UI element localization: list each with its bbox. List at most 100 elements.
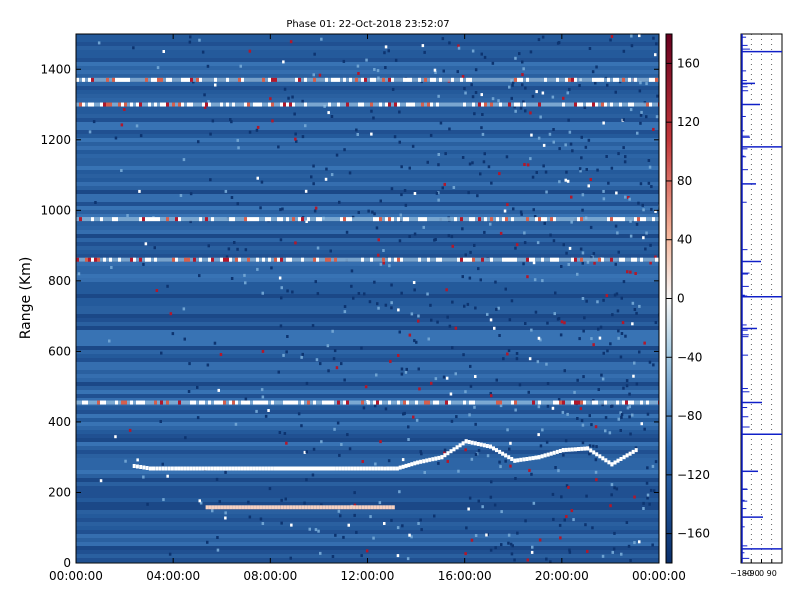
heatmap-cell (535, 90, 538, 94)
heatmap-row (76, 110, 659, 114)
heatmap-cell (439, 121, 443, 125)
band-cell (256, 217, 259, 222)
trace-point (401, 464, 405, 469)
heatmap-cell (179, 194, 183, 197)
heatmap-cell (566, 179, 570, 183)
band-cell (166, 77, 169, 82)
trace-point (225, 466, 229, 471)
heatmap-cell (400, 367, 404, 371)
heatmap-cell (558, 147, 561, 151)
band-cell (433, 400, 436, 405)
band-cell (154, 77, 157, 82)
heatmap-cell (437, 461, 440, 465)
trace-point (298, 505, 302, 510)
band-cell (505, 257, 508, 262)
band-cell (139, 257, 142, 262)
heatmap-cell (524, 519, 527, 523)
heatmap-cell (357, 72, 360, 75)
trace-point (504, 453, 508, 458)
band-cell (313, 257, 316, 262)
trace-point (410, 462, 414, 467)
band-cell (262, 77, 265, 82)
heatmap-cell (397, 308, 400, 312)
bright-band (76, 217, 659, 222)
heatmap-cell (639, 81, 642, 85)
bright-band (76, 102, 659, 107)
band-cell (190, 102, 193, 107)
heatmap-cell (523, 163, 526, 166)
heatmap-row (76, 106, 659, 110)
band-cell (256, 400, 259, 405)
trace-point (244, 505, 248, 510)
heatmap-cell (280, 498, 283, 502)
band-cell (289, 400, 292, 405)
heatmap-cell (422, 225, 425, 229)
trace-point (229, 505, 233, 510)
band-cell (580, 257, 583, 262)
heatmap-cell (260, 180, 264, 184)
heatmap-cell (645, 115, 648, 119)
band-cell (187, 77, 190, 82)
heatmap-cell (466, 302, 470, 306)
trace-point (552, 450, 556, 455)
band-cell (553, 217, 556, 222)
band-cell (301, 217, 304, 222)
heatmap-cell (558, 180, 561, 184)
heatmap-cell (563, 518, 566, 522)
heatmap-cell (546, 321, 549, 325)
heatmap-cell (451, 346, 454, 350)
heatmap-cell (120, 123, 124, 127)
band-cell (373, 400, 376, 405)
band-cell (388, 217, 391, 222)
heatmap-cell (546, 404, 550, 408)
band-cell (220, 257, 223, 262)
band-cell (271, 102, 274, 107)
trace-point (349, 505, 353, 510)
trace-point (452, 447, 456, 452)
band-cell (577, 400, 580, 405)
heatmap-cell (230, 277, 234, 280)
heatmap-cell (144, 242, 148, 246)
trace-point (289, 505, 293, 510)
heatmap-row (76, 74, 659, 78)
heatmap-cell (464, 91, 467, 95)
band-cell (640, 400, 643, 405)
heatmap-cell (343, 305, 347, 308)
heatmap-cell (376, 302, 379, 306)
heatmap-cell (635, 311, 638, 315)
trace-point (223, 505, 227, 510)
heatmap-cell (654, 460, 658, 464)
heatmap-row (76, 202, 659, 206)
trace-point (413, 461, 417, 466)
heatmap-cell (487, 165, 491, 169)
heatmap-row (76, 342, 659, 346)
trace-point (291, 466, 294, 471)
trace-point (355, 505, 359, 510)
band-cell (469, 257, 472, 262)
heatmap-cell (474, 534, 478, 537)
heatmap-cell (146, 502, 149, 506)
heatmap-cell (336, 421, 340, 425)
band-cell (190, 77, 193, 82)
heatmap-cell (614, 224, 618, 228)
heatmap-cell (303, 450, 307, 454)
band-cell (460, 217, 463, 222)
band-cell (427, 257, 430, 262)
trace-point (513, 458, 517, 463)
heatmap-cell (198, 499, 201, 503)
band-cell (166, 217, 169, 222)
heatmap-cell (198, 274, 201, 278)
heatmap-row (76, 358, 659, 362)
heatmap-cell (647, 159, 651, 162)
heatmap-row (76, 410, 659, 414)
band-cell (640, 217, 643, 222)
heatmap-cell (565, 251, 568, 255)
heatmap-cell (650, 185, 653, 189)
heatmap-cell (510, 96, 513, 100)
trace-point (216, 466, 220, 471)
heatmap-cell (403, 411, 406, 415)
heatmap-cell (588, 47, 592, 50)
heatmap-cell (215, 477, 219, 481)
heatmap-row (76, 406, 659, 410)
heatmap-cell (465, 526, 468, 530)
